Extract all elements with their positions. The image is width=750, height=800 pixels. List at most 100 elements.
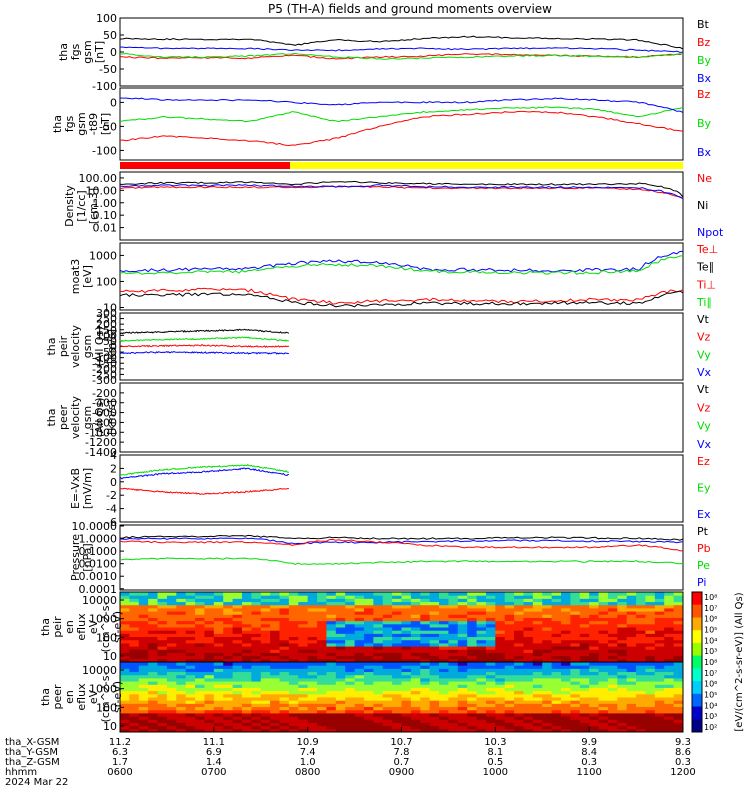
spectrogram-cell: [542, 681, 553, 685]
spectrogram-cell: [457, 614, 468, 618]
spectrogram-cell: [326, 595, 337, 599]
spectrogram-cell: [279, 697, 290, 701]
spectrogram-cell: [617, 623, 628, 628]
spectrogram-cell: [467, 684, 478, 688]
spectrogram-cell: [317, 649, 327, 653]
spectrogram-cell: [617, 681, 628, 685]
spectrogram-cell: [363, 604, 374, 609]
spectrogram-cell: [195, 620, 205, 625]
spectrogram-cell: [579, 677, 590, 682]
spectrogram-cell: [279, 687, 290, 692]
spectrogram-cell: [213, 633, 224, 638]
spectrogram-cell: [326, 684, 337, 688]
spectrogram-cell: [645, 716, 656, 720]
spectrogram-cell: [617, 719, 628, 723]
spectrogram-cell: [279, 684, 290, 688]
spectrogram-cell: [636, 652, 646, 657]
spectrogram-cell: [598, 652, 609, 657]
spectrogram-cell: [298, 614, 309, 618]
spectrogram-cell: [298, 607, 309, 612]
spectrogram-cell: [335, 668, 346, 673]
spectrogram-cell: [185, 601, 196, 606]
spectrogram-cell: [185, 706, 196, 711]
spectrogram-cell: [148, 617, 159, 622]
spectrogram-cell: [176, 674, 187, 679]
spectrogram-cell: [382, 639, 393, 644]
spectrogram-cell: [542, 687, 553, 692]
spectrogram-cell: [532, 655, 543, 660]
spectrogram-cell: [570, 595, 581, 599]
spectrogram-cell: [532, 728, 543, 733]
spectrogram-cell: [542, 703, 553, 708]
spectrogram-cell: [654, 611, 665, 615]
spectrogram-cell: [345, 592, 356, 596]
spectrogram-cell: [176, 633, 187, 638]
spectrogram-cell: [589, 617, 600, 622]
spectrogram-cell: [157, 665, 168, 669]
spectrogram-cell: [542, 601, 553, 606]
spectrogram-cell: [195, 668, 205, 673]
spectrogram-cell: [561, 611, 571, 615]
xaxis-value: 0.7: [394, 757, 410, 768]
spectrogram-cell: [288, 595, 299, 599]
spectrogram-cell: [138, 684, 149, 688]
spectrogram-cell: [317, 620, 327, 625]
spectrogram-cell: [241, 623, 252, 628]
spectrogram-cell: [673, 639, 684, 644]
spectrogram-cell: [251, 719, 262, 723]
spectrogram-cell: [607, 611, 618, 615]
spectrogram-cell: [495, 601, 506, 606]
time-tick: 0600: [107, 767, 132, 778]
spectrogram-cell: [251, 636, 262, 641]
spectrogram-cell: [288, 674, 299, 679]
spectrogram-cell: [298, 700, 309, 704]
spectrogram-cell: [120, 662, 130, 666]
spectrogram-cell: [204, 703, 215, 708]
spectrogram-cell: [645, 693, 656, 698]
spectrogram-cell: [232, 687, 243, 692]
spectrogram-cell: [307, 681, 318, 685]
spectrogram-cell: [373, 658, 384, 663]
spectrogram-cell: [457, 668, 468, 673]
spectrogram-cell: [326, 598, 337, 603]
spectrogram-cell: [476, 703, 487, 708]
spectrogram-cell: [504, 719, 515, 723]
spectrogram-cell: [317, 700, 327, 704]
spectrogram-cell: [542, 595, 553, 599]
spectrogram-cell: [485, 620, 496, 625]
spectrogram-cell: [307, 592, 318, 596]
spectrogram-cell: [495, 595, 506, 599]
spectrogram-cell: [561, 681, 571, 685]
spectrogram-cell: [335, 662, 346, 666]
spectrogram-cell: [673, 649, 684, 653]
spectrogram-cell: [598, 627, 609, 631]
spectrogram-cell: [645, 697, 656, 701]
spectrogram-cell: [129, 665, 140, 669]
spectrogram-cell: [579, 693, 590, 698]
spectrogram-cell: [645, 684, 656, 688]
spectrogram-cell: [298, 716, 309, 720]
spectrogram-cell: [589, 706, 600, 711]
spectrogram-cell: [410, 703, 421, 708]
spectrogram-cell: [636, 627, 646, 631]
spectrogram-cell: [232, 668, 243, 673]
spectrogram-cell: [120, 607, 130, 612]
spectrogram-cell: [251, 617, 262, 622]
spectrogram-cell: [129, 649, 140, 653]
spectrogram-cell: [195, 611, 205, 615]
spectrogram-cell: [345, 601, 356, 606]
spectrogram-cell: [570, 697, 581, 701]
spectrogram-cell: [326, 700, 337, 704]
spectrogram-cell: [270, 623, 281, 628]
spectrogram-cell: [345, 604, 356, 609]
spectrogram-cell: [251, 697, 262, 701]
y-tick-label: -100: [92, 144, 117, 157]
spectrogram-cell: [326, 687, 337, 692]
spectrogram-cell: [448, 662, 459, 666]
spectrogram-cell: [288, 614, 299, 618]
legend-entry: Vy: [697, 348, 711, 361]
spectrogram-cell: [523, 725, 534, 730]
spectrogram-cell: [495, 652, 506, 657]
legend-entry: Ti∥: [696, 296, 712, 309]
spectrogram-cell: [551, 681, 562, 685]
